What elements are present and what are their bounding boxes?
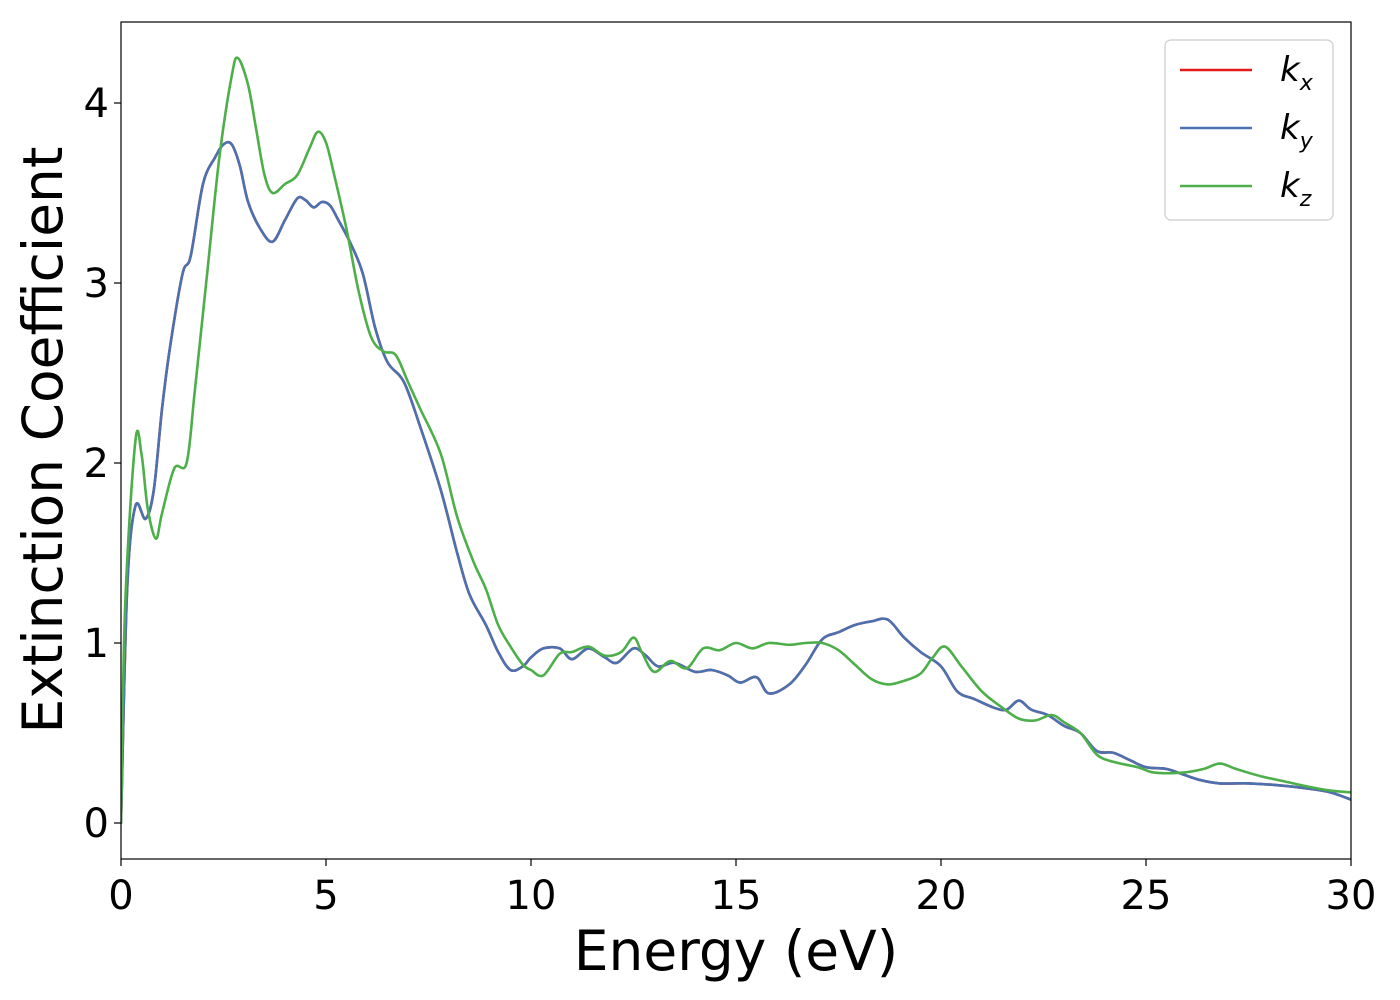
legend: kx ky kz: [1164, 39, 1334, 221]
ticks-layer: 0 5 10 15 20 25 30 0 1 2 3 4: [84, 81, 1377, 919]
legend-label-y: ky: [1280, 108, 1314, 154]
x-tick-label: 15: [711, 873, 762, 919]
x-tick-label: 5: [313, 873, 338, 919]
y-tick-label: 0: [84, 801, 109, 847]
legend-label-z: kz: [1280, 166, 1312, 212]
y-axis-label: Extinction Coefficient: [11, 147, 75, 734]
x-tick-label: 10: [506, 873, 557, 919]
x-tick-label: 30: [1326, 873, 1377, 919]
x-axis-label: Energy (eV): [574, 919, 898, 983]
x-tick-label: 25: [1121, 873, 1172, 919]
legend-label-x: kx: [1280, 50, 1314, 96]
legend-box: [1164, 39, 1334, 221]
x-tick-label: 0: [108, 873, 133, 919]
x-tick-label: 20: [916, 873, 967, 919]
y-tick-label: 4: [84, 81, 109, 127]
series-line-z: [121, 56, 1351, 825]
y-tick-label: 1: [84, 621, 109, 667]
y-tick-label: 3: [84, 261, 109, 307]
y-tick-label: 2: [84, 441, 109, 487]
series-layer: [121, 56, 1351, 825]
